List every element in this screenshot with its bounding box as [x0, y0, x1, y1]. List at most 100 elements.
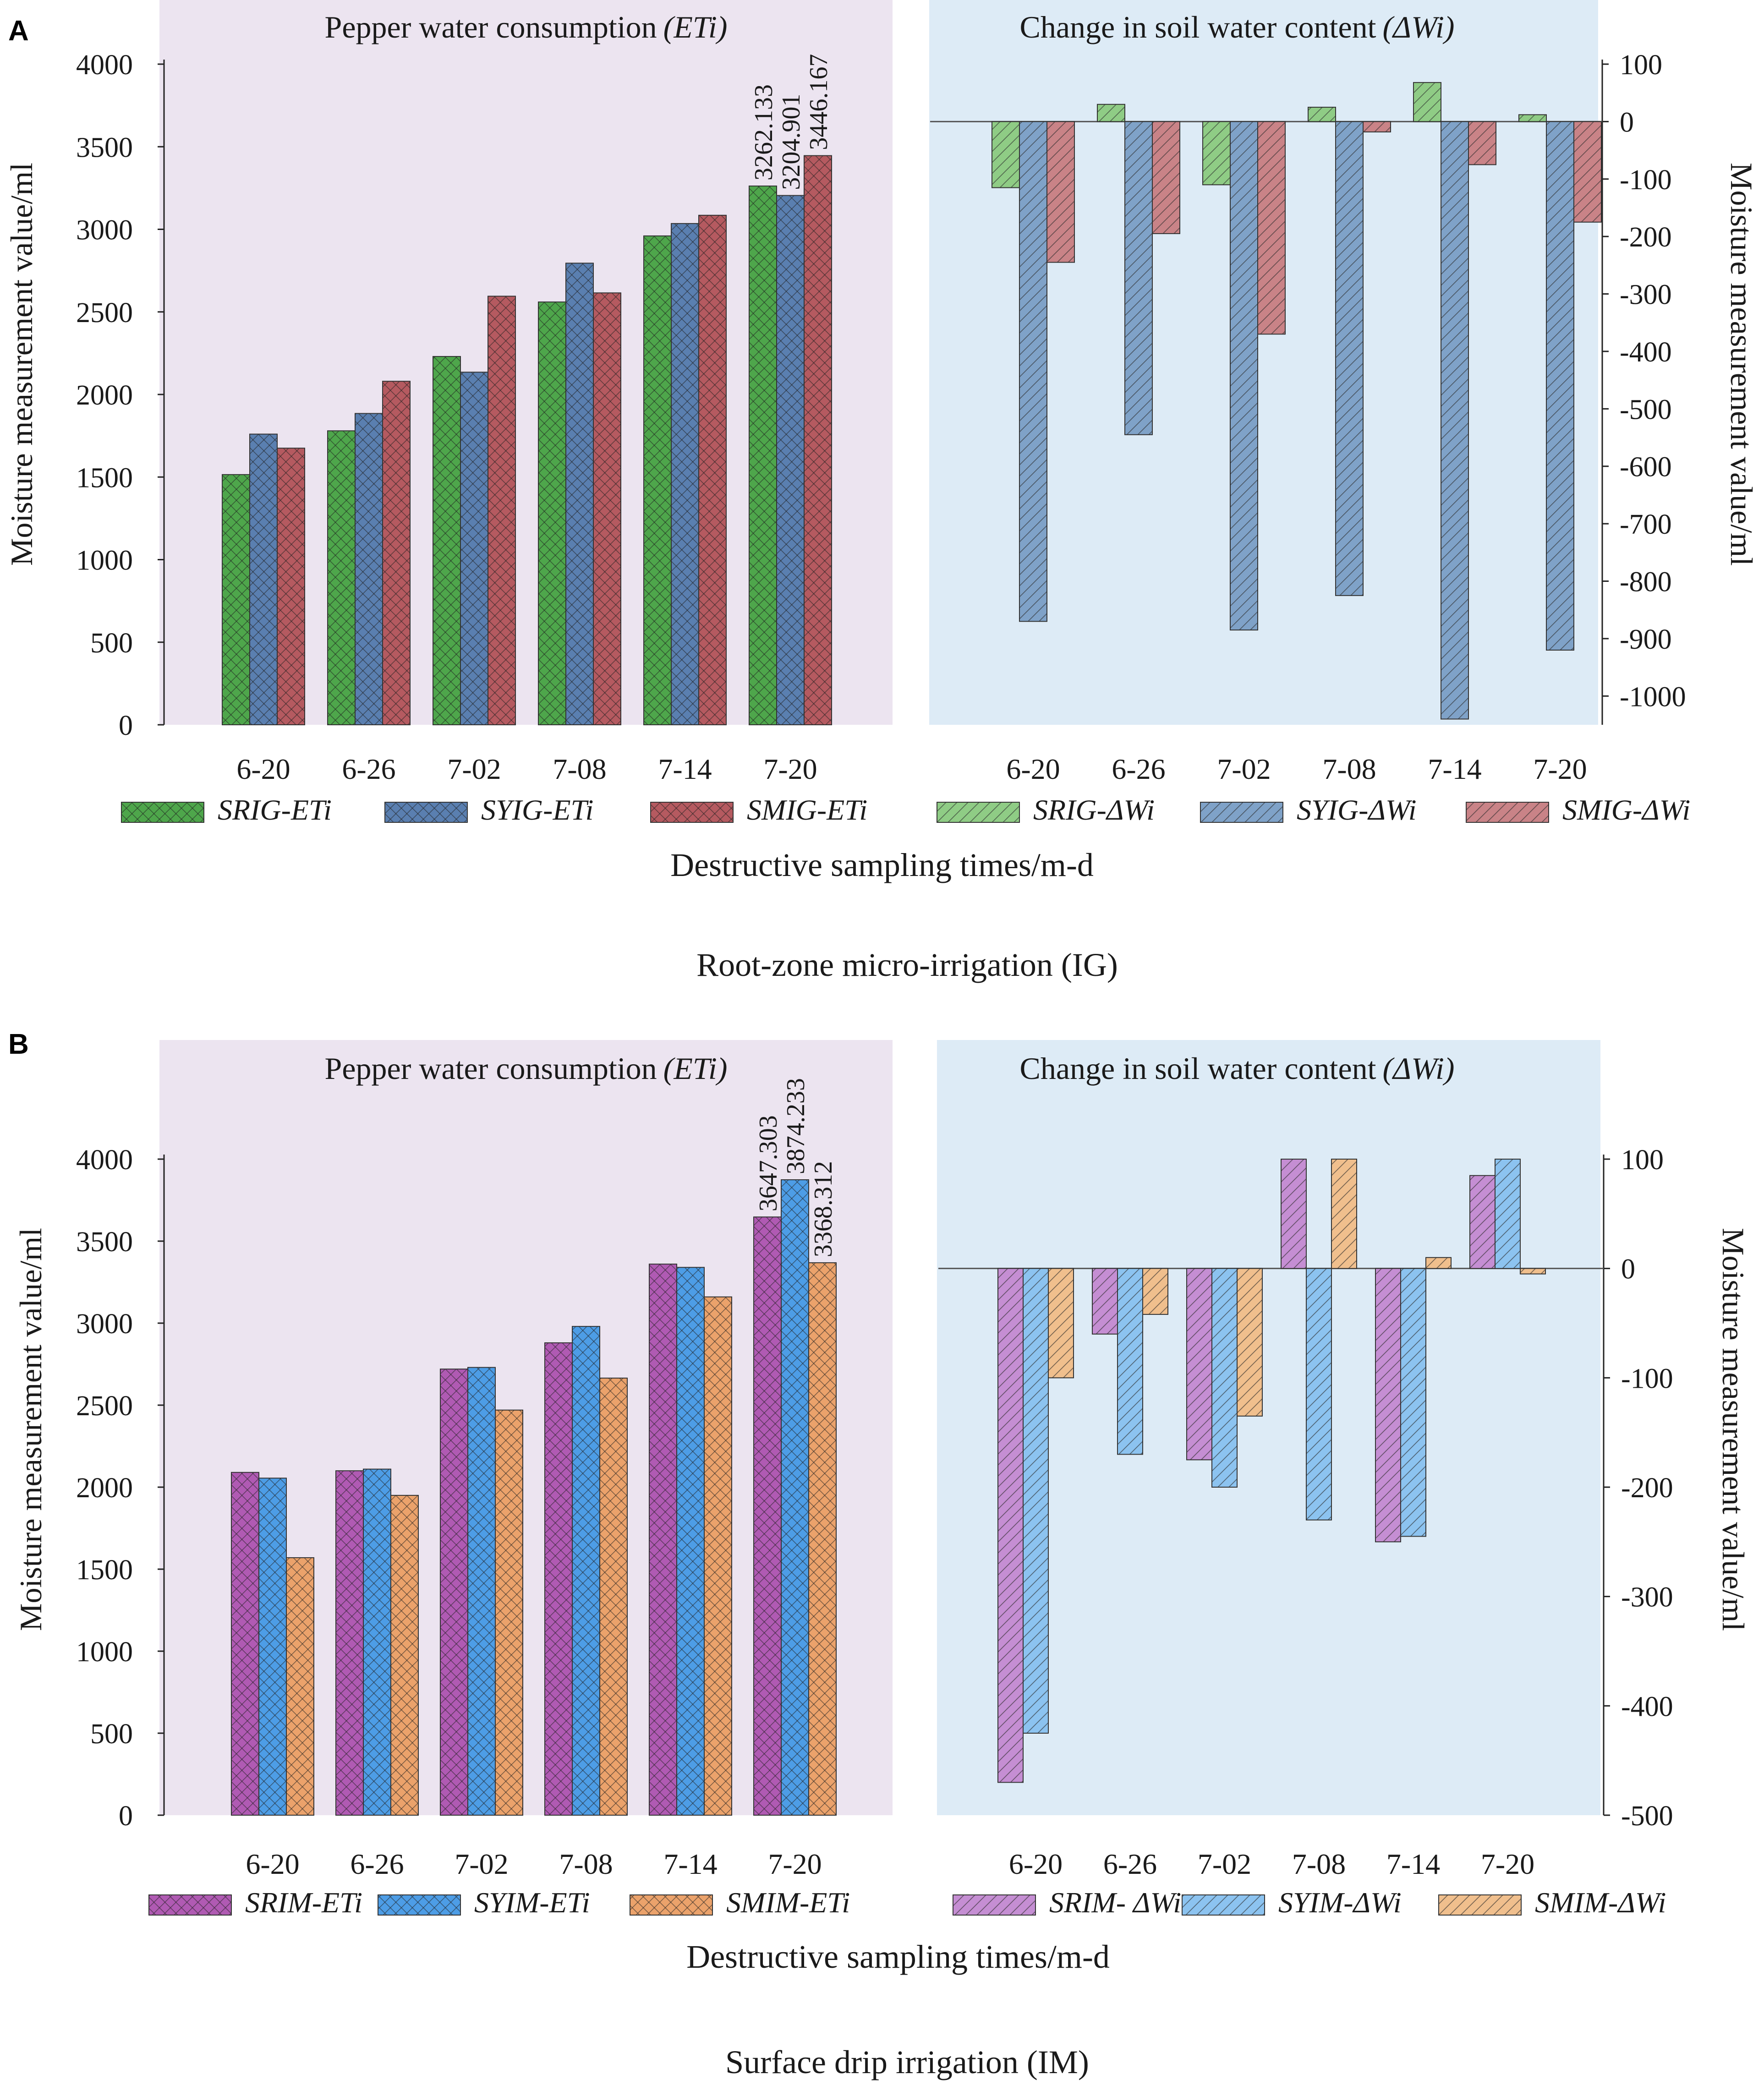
y-tick-label: 1500 [76, 462, 133, 493]
panel-b-right-ylabel: Moisture measurement value/ml [1716, 1228, 1751, 1631]
bar-srim-wi-7-14 [1375, 1268, 1401, 1543]
legend-label: SMIG-ΔWi [1562, 794, 1690, 826]
bar-srig-wi-6-20 [992, 121, 1020, 188]
bar-smig-eti-7-20 [804, 155, 832, 726]
y-tick-label: 500 [90, 628, 133, 659]
y-tick-label: 4000 [76, 49, 133, 81]
y-tick-label: -800 [1620, 567, 1672, 598]
y-tick-label: 2000 [76, 380, 133, 411]
legend-swatch [148, 1894, 232, 1916]
bar-srim-eti-7-14 [649, 1264, 677, 1816]
legend-swatch [121, 802, 204, 823]
x-tick-label: 7-20 [1481, 1848, 1534, 1880]
bar-syig-eti-7-02 [460, 372, 488, 725]
y-tick-label: -900 [1620, 624, 1672, 655]
bar-syig-wi-7-20 [1546, 121, 1574, 651]
bar-syim-wi-6-26 [1117, 1268, 1143, 1455]
bar-srig-eti-6-26 [327, 430, 356, 725]
bar-srim-eti-7-02 [440, 1368, 468, 1816]
data-label: 3368.312 [809, 1161, 838, 1257]
y-tick-label: 1000 [76, 1637, 133, 1668]
y-tick-label: 3500 [76, 1226, 133, 1258]
panel-a-left-title: Pepper water consumption (ETi) [325, 10, 728, 44]
bar-syig-eti-6-20 [249, 433, 278, 725]
y-tick-label: -500 [1621, 1801, 1673, 1832]
x-tick-label: 6-26 [1112, 753, 1165, 785]
legend-swatch [378, 1894, 461, 1916]
bar-srig-wi-7-02 [1202, 121, 1231, 186]
data-label: 3647.303 [754, 1115, 783, 1211]
bar-srig-wi-7-14 [1413, 82, 1441, 122]
x-tick-label: 7-08 [1322, 753, 1376, 785]
y-tick-label: -700 [1620, 509, 1672, 540]
bar-srim-eti-6-20 [231, 1472, 259, 1816]
legend-label: SMIM-ΔWi [1535, 1886, 1666, 1919]
legend-label: SMIG-ETi [747, 794, 867, 826]
legend-swatch [953, 1894, 1036, 1916]
x-tick-label: 7-14 [663, 1848, 717, 1880]
bar-smig-wi-7-02 [1257, 121, 1286, 335]
bar-smim-eti-6-26 [390, 1494, 419, 1816]
y-tick-label: -300 [1620, 279, 1672, 311]
y-tick-label: 0 [119, 710, 133, 741]
bar-syig-eti-7-08 [565, 263, 594, 725]
y-tick-label: 2000 [76, 1472, 133, 1504]
bar-syim-eti-6-26 [363, 1468, 391, 1816]
legend-swatch [1200, 802, 1283, 823]
bar-syim-eti-7-20 [781, 1179, 809, 1816]
y-tick-label: -200 [1621, 1472, 1673, 1504]
y-tick-label: 3000 [76, 1308, 133, 1340]
bar-smig-eti-7-02 [488, 296, 516, 725]
panel-b-legend: SRIM-ETi SYIM-ETi SMIM-ETi SRIM- ΔWi SYIM-ΔW… [148, 1886, 1666, 1919]
bar-srig-wi-6-26 [1097, 104, 1125, 122]
bar-syig-eti-6-26 [355, 413, 383, 725]
x-tick-label: 7-02 [447, 753, 501, 785]
bar-syig-wi-6-26 [1124, 121, 1153, 435]
panel-b-left-ylabel: Moisture measurement value/ml [13, 1228, 48, 1631]
bar-smig-eti-6-26 [382, 381, 411, 725]
bar-syim-eti-6-20 [258, 1478, 287, 1816]
y-tick-label: 2500 [76, 1390, 133, 1422]
bar-srig-eti-7-20 [749, 186, 777, 725]
bar-smim-eti-7-20 [808, 1262, 837, 1816]
bar-srim-wi-6-26 [1092, 1268, 1118, 1335]
x-tick-label: 6-20 [1009, 1848, 1063, 1880]
bar-syim-eti-7-14 [676, 1267, 705, 1816]
y-tick-label: -400 [1620, 337, 1672, 368]
legend-label: SRIG-ΔWi [1033, 794, 1155, 826]
bar-smim-eti-7-08 [599, 1377, 628, 1816]
bar-smig-eti-7-08 [593, 292, 621, 725]
bar-smim-wi-7-02 [1237, 1268, 1263, 1417]
x-tick-label: 7-14 [658, 753, 712, 785]
bar-srig-eti-7-14 [643, 235, 672, 725]
bar-smim-eti-6-20 [286, 1557, 314, 1816]
legend-label: SMIM-ETi [726, 1886, 850, 1919]
x-tick-label: 7-14 [1428, 753, 1481, 785]
legend-label: SYIM-ΔWi [1278, 1886, 1402, 1919]
bar-smim-wi-7-14 [1425, 1257, 1452, 1269]
data-label: 3874.233 [782, 1078, 810, 1174]
legend-swatch [384, 802, 468, 823]
y-tick-label: -100 [1621, 1363, 1673, 1394]
bar-syim-eti-7-02 [467, 1367, 496, 1816]
legend-swatch [1438, 1894, 1522, 1916]
legend-label: SYIG-ETi [481, 794, 593, 826]
panel-a-letter: A [8, 15, 29, 47]
y-tick-label: -600 [1620, 452, 1672, 483]
y-tick-label: -100 [1620, 164, 1672, 196]
x-tick-label: 6-26 [350, 1848, 404, 1880]
y-tick-label: 4000 [76, 1144, 133, 1176]
x-tick-label: 7-02 [455, 1848, 508, 1880]
legend-swatch [1182, 1894, 1265, 1916]
bar-syim-wi-7-08 [1306, 1268, 1332, 1521]
bar-syig-wi-7-14 [1441, 121, 1469, 720]
bar-srim-wi-7-02 [1186, 1268, 1212, 1461]
bar-srim-eti-7-08 [544, 1342, 573, 1816]
panel-b-caption: Surface drip irrigation (IM) [725, 2044, 1089, 2080]
bar-smig-wi-6-26 [1152, 121, 1180, 234]
y-tick-label: 100 [1620, 49, 1662, 81]
panel-a-legend: SRIG-ETi SYIG-ETi SMIG-ETi SRIG-ΔWi SYIG-ΔWi… [121, 794, 1690, 826]
panel-a-left-ylabel: Moisture measurement value/ml [4, 163, 39, 566]
legend-swatch [630, 1894, 713, 1916]
